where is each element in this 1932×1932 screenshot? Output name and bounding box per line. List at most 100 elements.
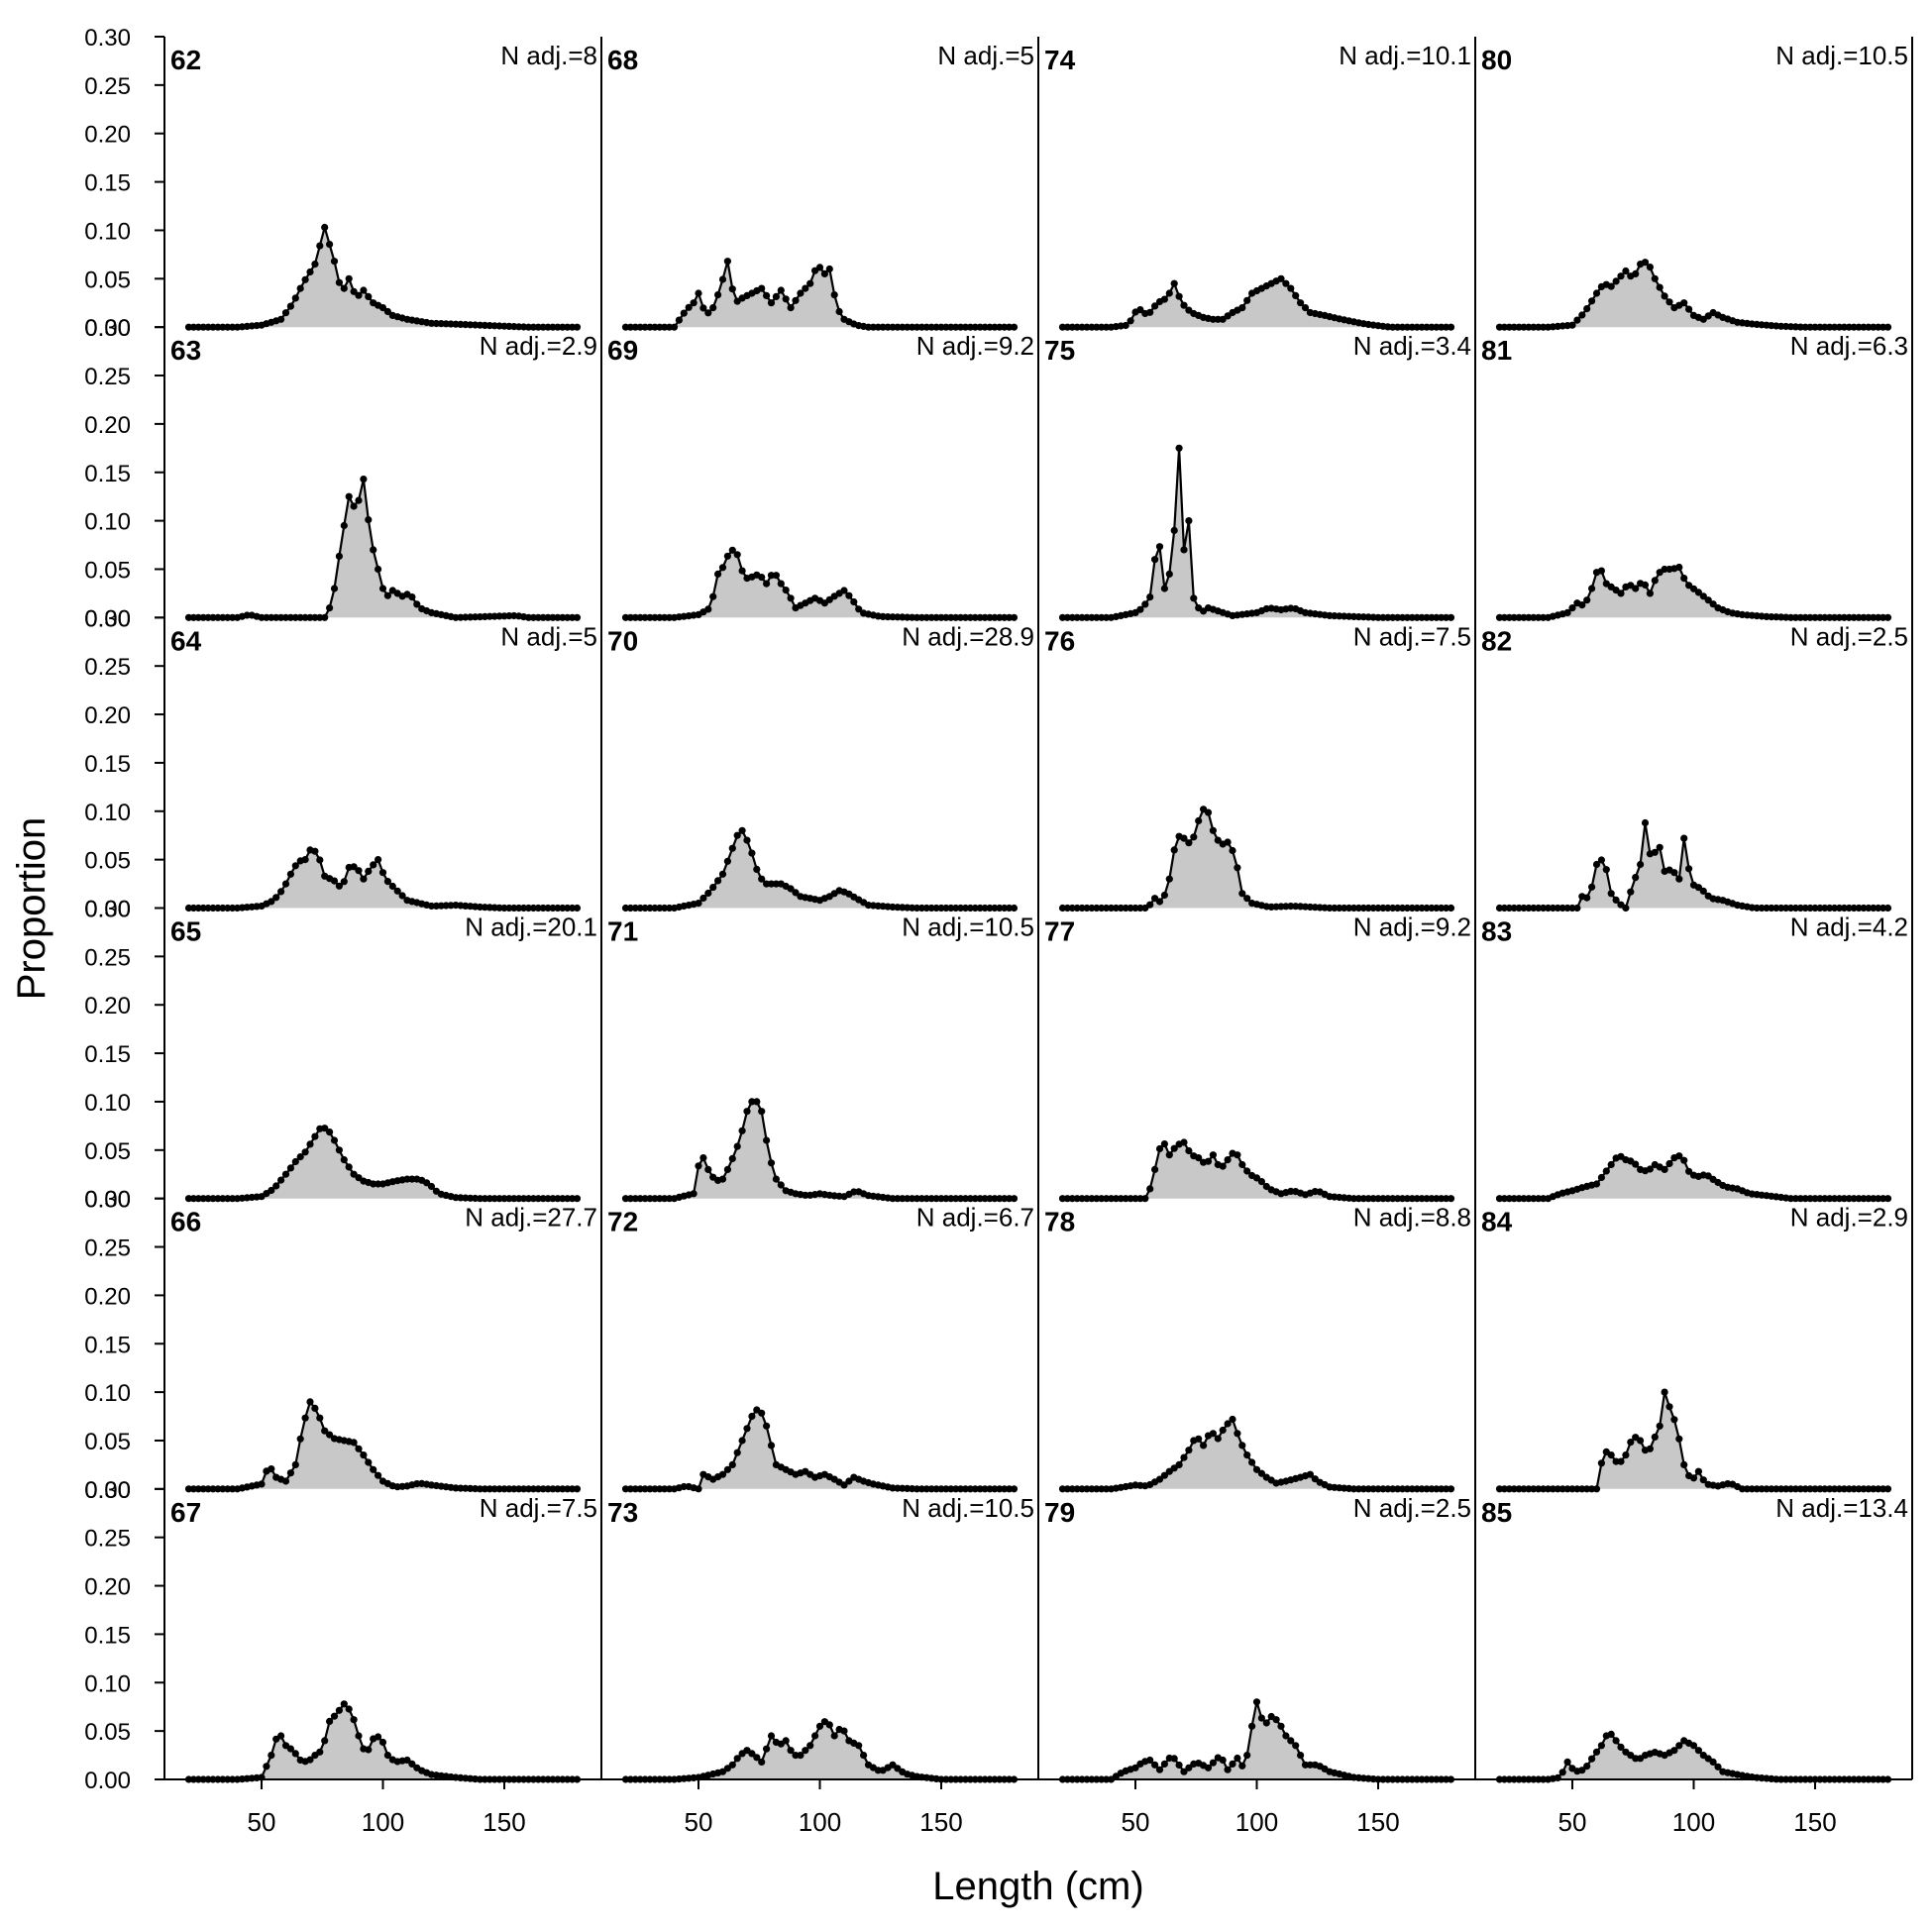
panel-68: 68 N adj.=5 (607, 41, 1034, 331)
data-point (1175, 292, 1183, 300)
data-point (1592, 1485, 1601, 1493)
data-point (1612, 1737, 1620, 1745)
data-point (1670, 1416, 1678, 1424)
data-point (1641, 581, 1650, 590)
data-point (306, 1398, 314, 1406)
data-point (792, 296, 800, 304)
data-point (1597, 567, 1605, 575)
data-point (301, 856, 309, 864)
data-point (860, 1752, 868, 1760)
data-point (1219, 1426, 1227, 1435)
data-point (383, 878, 391, 886)
y-tick-label: 0.00 (84, 1768, 131, 1794)
data-point (375, 565, 382, 574)
data-point (1155, 543, 1164, 551)
panel-70-line (625, 828, 1015, 910)
data-point (375, 1733, 382, 1741)
data-point (378, 1738, 387, 1747)
data-point (1234, 1430, 1241, 1438)
data-point (1141, 600, 1149, 608)
data-point (1675, 1435, 1683, 1443)
panel-78-n-adj: N adj.=8.8 (1353, 1203, 1471, 1233)
data-point (1563, 608, 1571, 617)
panel-66-line (188, 1399, 578, 1490)
data-point (1238, 304, 1246, 312)
data-point (1229, 1415, 1236, 1424)
y-tick-label: 0.25 (84, 73, 131, 100)
data-point (1883, 904, 1892, 912)
data-point (335, 1146, 343, 1154)
data-point (1229, 1760, 1236, 1768)
data-point (1185, 839, 1193, 847)
data-point (1248, 1722, 1256, 1730)
data-point (1257, 1469, 1265, 1477)
data-point (1694, 1467, 1702, 1475)
data-point (1607, 1730, 1615, 1738)
data-point (777, 1181, 785, 1189)
data-point (291, 1460, 299, 1468)
data-point (281, 1170, 290, 1178)
data-point (1583, 894, 1591, 902)
data-point (830, 291, 838, 299)
data-point (1180, 1768, 1188, 1775)
data-point (321, 613, 329, 621)
data-point (763, 580, 771, 588)
data-point (350, 1716, 358, 1724)
data-point (1656, 283, 1664, 291)
data-point (1136, 605, 1144, 613)
data-point (777, 580, 785, 588)
panel-64-area (188, 849, 578, 909)
data-point (845, 1477, 853, 1485)
data-point (360, 1451, 368, 1459)
data-point (321, 1427, 329, 1435)
data-point (268, 1186, 275, 1195)
data-point (1578, 1767, 1586, 1774)
panel-62-n-adj: N adj.=8 (500, 41, 597, 70)
data-point (1670, 1747, 1678, 1755)
panel-71-line (625, 1100, 1015, 1200)
data-point (1010, 904, 1019, 912)
data-point (1175, 444, 1183, 452)
panel-85-label: 85 (1481, 1497, 1512, 1528)
data-point (1632, 269, 1640, 277)
panel-85-n-adj: N adj.=13.4 (1775, 1493, 1908, 1523)
data-point (1568, 604, 1576, 612)
panel-82-area (1499, 822, 1888, 909)
panel-74-area (1062, 278, 1451, 328)
data-point (728, 1154, 736, 1162)
y-tick-label: 0.25 (84, 944, 131, 971)
y-tick-label: 0.15 (84, 170, 131, 197)
x-tick-label: 150 (1793, 1807, 1836, 1837)
data-point (743, 836, 751, 844)
panel-81-area (1499, 567, 1888, 618)
data-point (296, 284, 304, 292)
data-point (1200, 1442, 1208, 1449)
panel-82-label: 82 (1481, 625, 1512, 656)
data-point (1282, 279, 1290, 287)
data-point (1704, 596, 1712, 604)
data-point (345, 274, 353, 282)
panel-71-label: 71 (607, 916, 638, 947)
panel-64-label: 64 (170, 625, 202, 656)
data-point (268, 1465, 275, 1473)
data-point (1224, 1420, 1232, 1428)
panel-82: 82 N adj.=2.5 (1481, 621, 1908, 912)
data-point (311, 1132, 319, 1140)
y-tick-label: 0.15 (84, 461, 131, 487)
data-point (1204, 1157, 1213, 1165)
data-point (272, 1182, 280, 1190)
data-point (733, 551, 741, 559)
data-point (340, 878, 348, 886)
data-point (1180, 1453, 1188, 1461)
panel-71-n-adj: N adj.=10.5 (902, 912, 1034, 942)
y-tick-label: 0.20 (84, 122, 131, 149)
panel-75-line (1062, 448, 1451, 619)
panel-73-n-adj: N adj.=10.5 (902, 1493, 1034, 1523)
data-point (1661, 292, 1668, 300)
data-point (728, 1761, 736, 1769)
panel-79: 79 N adj.=2.5 (1044, 1493, 1471, 1783)
data-point (365, 867, 373, 876)
data-point (1627, 888, 1635, 896)
data-point (1592, 1180, 1601, 1188)
panel-66-label: 66 (170, 1207, 201, 1237)
